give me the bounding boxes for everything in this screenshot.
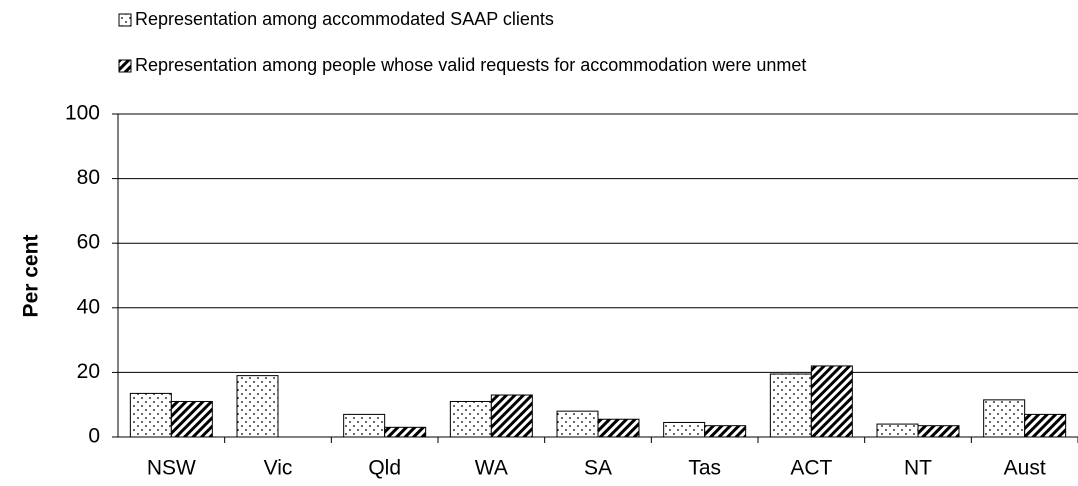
bar: [1024, 413, 1067, 438]
legend-swatch: [118, 59, 132, 73]
bar: [556, 410, 599, 438]
bar: [129, 392, 172, 438]
bar: [236, 375, 279, 438]
bar: [384, 426, 427, 438]
x-tick-label: WA: [475, 457, 508, 480]
x-tick-label: ACT: [790, 457, 832, 480]
x-tick-label: Tas: [688, 457, 721, 480]
legend-label: Representation among people whose valid …: [135, 55, 806, 75]
bar: [769, 373, 812, 438]
legend-label: Representation among accommodated SAAP c…: [135, 9, 554, 29]
bar: [597, 418, 640, 438]
y-tick-label: 0: [88, 425, 100, 448]
x-tick-label: Vic: [264, 457, 293, 480]
bar: [917, 425, 960, 438]
bar: [810, 365, 853, 438]
y-axis-label: Per cent: [20, 235, 43, 318]
x-tick-label: NSW: [147, 457, 196, 480]
y-tick-label: 20: [77, 360, 100, 383]
bar: [449, 400, 492, 438]
bar: [170, 400, 213, 438]
y-tick-label: 80: [77, 166, 100, 189]
x-tick-label: NT: [904, 457, 932, 480]
y-tick-label: 40: [77, 295, 100, 318]
y-tick-label: 60: [77, 231, 100, 254]
legend-swatch: [118, 13, 132, 27]
bar: [663, 421, 706, 438]
bar: [983, 399, 1026, 438]
bar: [704, 425, 747, 438]
x-tick-label: Qld: [368, 457, 401, 480]
bar: [343, 413, 386, 438]
x-tick-label: SA: [584, 457, 612, 480]
bar: [490, 394, 533, 438]
y-tick-label: 100: [65, 102, 100, 125]
x-tick-label: Aust: [1004, 457, 1046, 480]
bar: [876, 423, 919, 438]
